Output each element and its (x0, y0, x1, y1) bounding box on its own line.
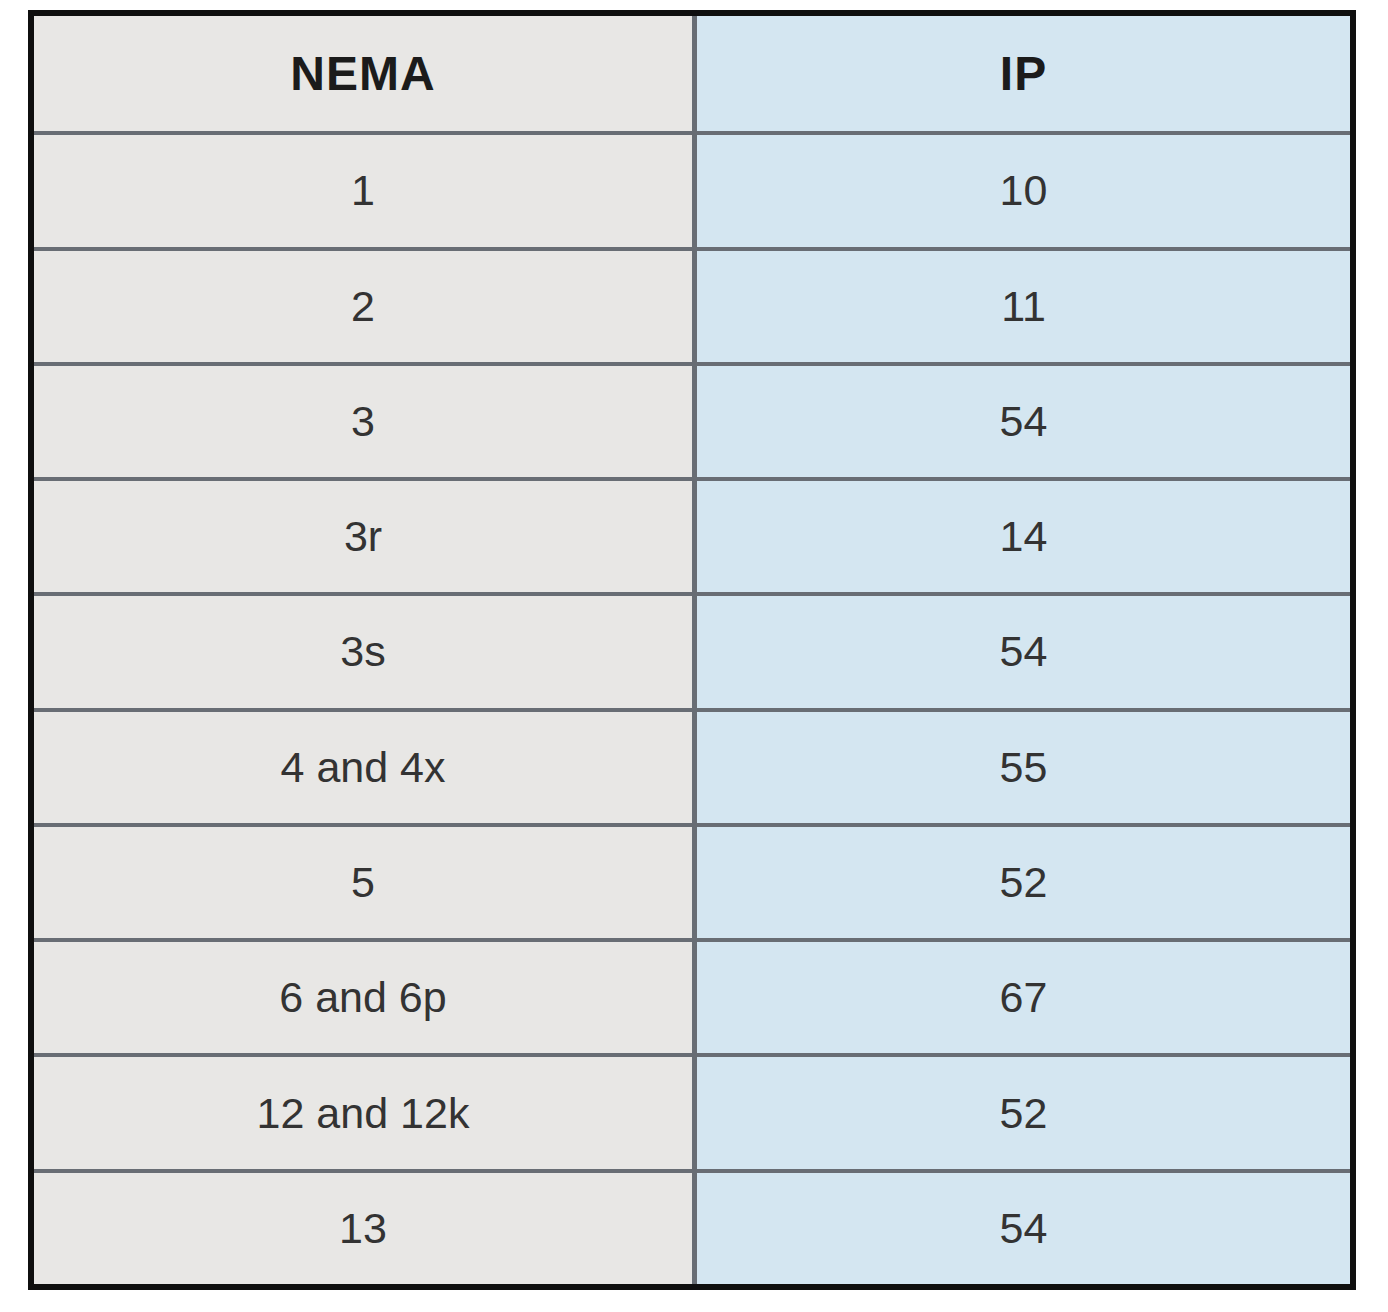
ip-cell: 54 (692, 1169, 1350, 1284)
nema-ip-conversion-table: NEMA IP 1102113543r143s544 and 4x555526 … (28, 10, 1356, 1290)
nema-cell: 3s (34, 592, 692, 707)
ip-cell: 52 (692, 823, 1350, 938)
nema-cell: 4 and 4x (34, 708, 692, 823)
nema-cell: 6 and 6p (34, 938, 692, 1053)
nema-cell: 1 (34, 131, 692, 246)
nema-cell: 13 (34, 1169, 692, 1284)
nema-cell: 5 (34, 823, 692, 938)
ip-cell: 52 (692, 1053, 1350, 1168)
nema-cell: 2 (34, 247, 692, 362)
ip-cell: 67 (692, 938, 1350, 1053)
ip-cell: 11 (692, 247, 1350, 362)
column-header-ip: IP (692, 16, 1350, 131)
ip-cell: 55 (692, 708, 1350, 823)
nema-cell: 3r (34, 477, 692, 592)
ip-cell: 14 (692, 477, 1350, 592)
ip-cell: 54 (692, 362, 1350, 477)
nema-cell: 12 and 12k (34, 1053, 692, 1168)
column-header-nema: NEMA (34, 16, 692, 131)
ip-cell: 10 (692, 131, 1350, 246)
ip-cell: 54 (692, 592, 1350, 707)
nema-cell: 3 (34, 362, 692, 477)
